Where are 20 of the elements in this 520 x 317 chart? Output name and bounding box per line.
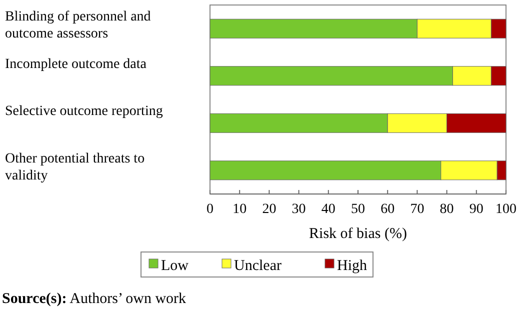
y-tick-label: Blinding of personnel and outcome assessors xyxy=(5,10,151,42)
y-tick-label: Incomplete outcome data xyxy=(5,56,148,72)
x-tick-label: 10 xyxy=(232,202,247,217)
legend-label: Unclear xyxy=(234,258,282,274)
x-tick-label: 50 xyxy=(351,202,365,217)
legend-label: Low xyxy=(161,258,189,274)
x-tick-label: 90 xyxy=(469,202,484,217)
y-tick-label: Selective outcome reporting xyxy=(5,104,163,120)
x-tick-label: 40 xyxy=(321,202,336,217)
source-note: Source(s): Authors’ own work xyxy=(2,291,187,307)
x-axis-title: Risk of bias (%) xyxy=(309,226,407,242)
x-tick-label: 80 xyxy=(440,202,454,217)
x-tick-label: 0 xyxy=(206,202,214,217)
x-tick-label: 20 xyxy=(262,202,276,217)
x-tick-label: 70 xyxy=(410,202,424,217)
x-tick-label: 30 xyxy=(292,202,306,217)
x-tick-label: 100 xyxy=(496,202,516,217)
y-tick-label: Other potential threats to validity xyxy=(5,151,145,184)
x-tick-label: 60 xyxy=(380,202,395,217)
legend-label: High xyxy=(337,258,368,274)
